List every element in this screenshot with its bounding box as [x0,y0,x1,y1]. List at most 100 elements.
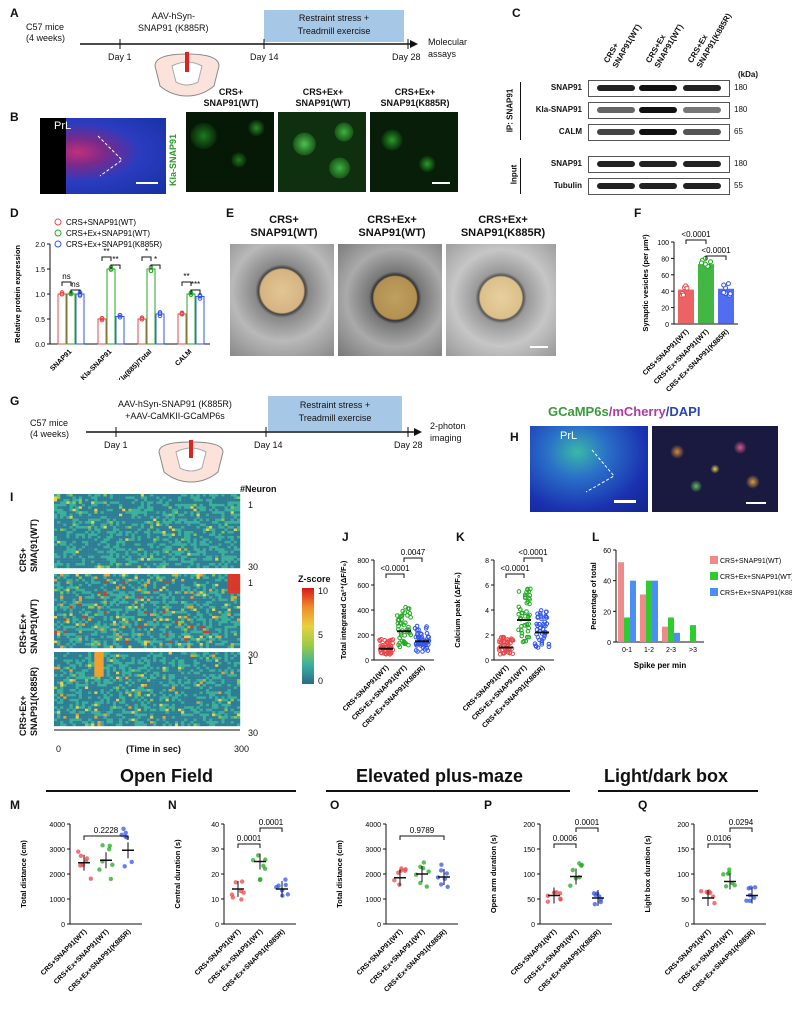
heatmap-cell [162,516,166,519]
heatmap-cell [224,652,228,655]
heatmap-cell [125,611,129,614]
heatmap-cell [230,528,234,532]
heatmap-cell [227,533,231,537]
heatmap-cell [63,503,67,507]
heatmap-cell [60,635,64,639]
heatmap-cell [227,501,231,505]
heatmap-cell [63,635,67,639]
heatmap-cell [75,671,79,675]
heatmap-cell [196,696,200,700]
heatmap-cell [69,545,73,549]
heatmap-cell [178,643,182,646]
heatmap-cell [143,503,148,507]
heatmap-cell [137,558,141,561]
heatmap-cell [66,543,70,546]
heatmap-cell [178,696,182,700]
heatmap-cell [230,581,234,585]
heatmap-cell [109,598,114,602]
heatmap-cell [100,533,104,537]
title3-line1: CRS+Ex+ [394,87,436,97]
heatmap-cell [116,606,120,609]
heatmap-cell [91,503,95,507]
heatmap-cell [190,508,194,512]
heatmap-cell [100,664,104,667]
heatmap-cell [168,574,172,577]
heatmap-cell [91,508,95,512]
heatmap-cell [63,550,67,554]
heatmap-cell [140,545,145,549]
heatmap-cell [218,598,222,602]
heatmap-cell [97,686,101,690]
heatmap-cell [162,538,166,542]
heatmap-cell [205,535,210,539]
heatmap-cell [72,586,76,589]
heatmap-cell [162,674,166,677]
heatmap-cell [112,661,117,665]
heatmap-cell [112,613,117,617]
heatmap-cell [88,598,92,602]
heatmap-cell [94,654,98,658]
heatmap-cell [60,640,64,644]
heatmap-cell [202,591,207,594]
heatmap-cell [91,538,95,542]
heatmap-cell [122,606,126,609]
heatmap-cell [230,633,234,636]
heatmap-cell [224,654,228,658]
heatmap-cell [140,674,145,677]
data-point [99,317,105,323]
heatmap-cell [54,691,58,695]
heatmap-cell [233,635,238,639]
heatmap-cell [60,526,64,529]
heatmap-cell [199,611,203,614]
heatmap-cell [103,613,107,617]
heatmap-cell [174,583,179,587]
heatmap-cell [140,494,145,497]
heatmap-cell [184,638,188,641]
heatmap-cell [205,666,210,670]
heatmap-cell [112,533,117,537]
heatmap-cell [202,593,207,597]
y-tick-label: 20 [661,306,669,313]
end-line1: Molecular [428,37,468,47]
heatmap-cell [106,623,110,626]
heatmap-cell [147,535,151,539]
heatmap-cell [78,588,83,592]
heatmap-cell [134,635,138,639]
heatmap-cell [72,560,76,564]
heatmap-cell [91,691,95,695]
heatmap-cell [162,611,166,614]
heatmap-cell [190,498,194,502]
heatmap-cell [171,555,176,559]
heatmap-cell [202,615,207,619]
heatmap-cell [125,506,129,509]
heatmap-cell [227,548,231,551]
heatmap-cell [116,661,120,665]
heatmap-cell [112,498,117,502]
heatmap-cell [212,574,216,577]
heatmap-cell [125,560,129,564]
heatmap-cell [103,528,107,532]
heatmap-cell [85,679,89,682]
heatmap-cell [106,689,110,692]
heatmap-cell [54,676,58,680]
heatmap-cell [94,656,98,660]
heatmap-cell [116,689,120,692]
heatmap-cell [147,516,151,519]
heatmap-cell [75,526,79,529]
heatmap-cell [150,606,154,609]
heatmap-cell [165,518,169,522]
heatmap-cell [128,664,132,667]
heatmap-cell [218,538,222,542]
heatmap-cell [54,666,58,670]
heatmap-cell [125,638,129,641]
heatmap-cell [162,684,166,687]
heatmap-cell [196,693,200,697]
heatmap-cell [143,611,148,614]
heatmap-cell [224,691,228,695]
heatmap-cell [112,671,117,675]
heatmap-cell [112,608,117,612]
heatmap-cell [119,640,123,644]
heatmap-cell [184,608,188,612]
kla-snap91-label: Kla-SNAP91 [168,122,180,192]
heatmap-cell [69,550,73,554]
